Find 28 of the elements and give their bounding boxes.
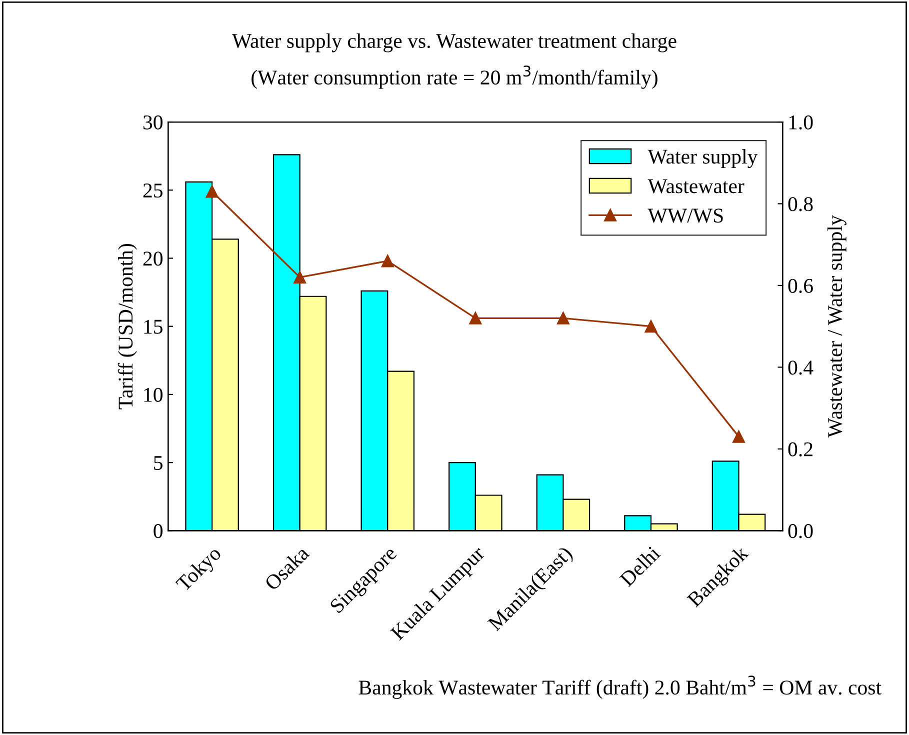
y2-tick-label: 0.8 [788,197,813,212]
point [381,254,394,268]
y-tick-label: 20 [143,252,163,266]
y2-axis-title: Wastewater / Water supply [827,215,846,438]
point [206,185,218,198]
y-tick-label: 15 [144,320,162,334]
y-tick-label: 30 [143,115,163,130]
y-axis-title: Tariff (USD/month) [118,244,137,410]
y2-tick-label: 0.2 [788,442,812,456]
legend-label: Wastewater [648,179,744,194]
y2-tick-label: 1.0 [789,115,813,130]
y2-tick-label: 0.6 [788,278,813,293]
y-tick-label: 10 [144,388,163,402]
legend-label: WW/WS [648,208,723,223]
y-tick-label: 5 [154,456,162,470]
point [732,430,746,443]
point [294,271,306,284]
y-tick-label: 0 [154,524,163,538]
chart-subtitle: (Water consumption rate = 20 m$^{3}$/month/family) [252,66,658,89]
chart-title: Water supply charge vs. Wastewater treatment charge [232,33,676,52]
text: Bangkok Wastewater Tariff (draft) 2.0 Baht/m$^{3}$ = OM av. cost [358,676,882,699]
point [644,320,658,333]
y2-tick-label: 0.4 [788,360,814,375]
point [469,312,482,324]
y2-tick-label: 0.0 [788,524,813,538]
legend-label: Water supply [648,149,758,168]
y-tick-label: 25 [143,184,162,198]
point [556,312,570,324]
